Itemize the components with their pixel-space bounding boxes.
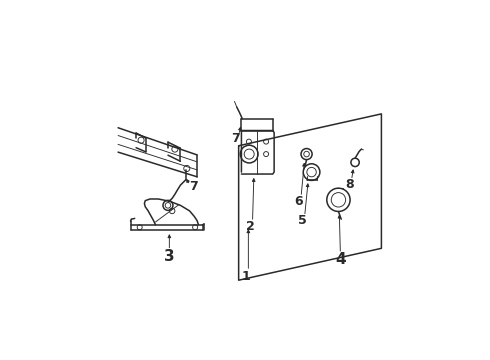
Text: 7: 7 [231,132,240,145]
Text: 5: 5 [298,214,307,227]
Text: 3: 3 [164,249,174,264]
Text: 1: 1 [242,270,251,283]
Text: 4: 4 [335,252,346,267]
Text: 2: 2 [246,220,255,233]
Text: 6: 6 [294,195,303,208]
Text: 7: 7 [189,180,198,193]
Text: 8: 8 [345,178,354,191]
